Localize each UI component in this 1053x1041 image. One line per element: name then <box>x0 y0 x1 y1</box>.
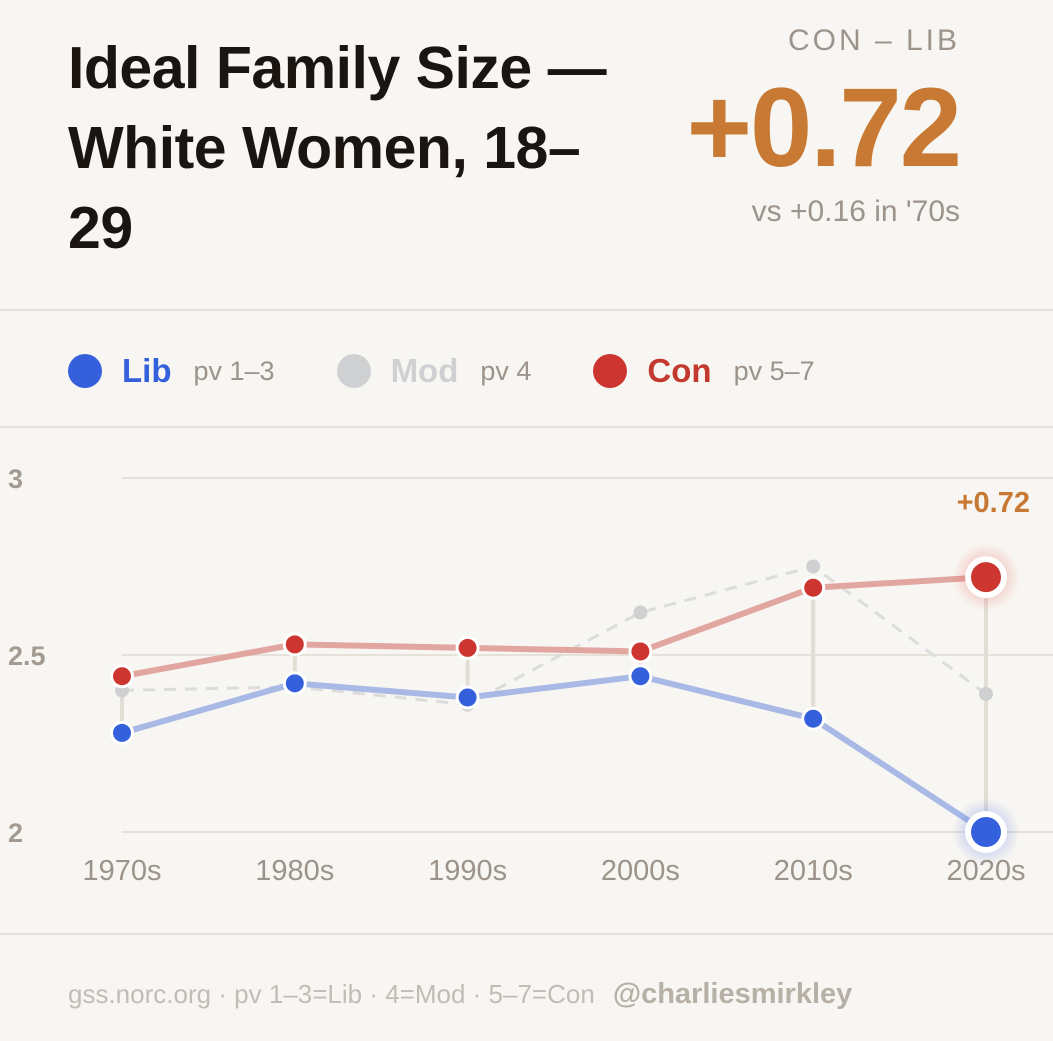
y-tick-label: 3 <box>8 464 23 494</box>
source-note: gss.norc.org · pv 1–3=Lib · 4=Mod · 5–7=… <box>68 979 595 1009</box>
series-point-lib <box>285 674 304 693</box>
legend-name-lib: Lib <box>122 352 172 389</box>
footer: gss.norc.org · pv 1–3=Lib · 4=Mod · 5–7=… <box>68 978 852 1011</box>
series-point-con <box>458 638 477 657</box>
series-point-con <box>804 578 823 597</box>
series-point-mod <box>979 686 993 701</box>
x-tick-label: 2000s <box>601 855 680 887</box>
series-point-mod <box>806 559 821 574</box>
legend-marker-lib <box>68 354 102 388</box>
divider-mid <box>0 426 1053 428</box>
series-point-con <box>113 667 131 686</box>
gap-comparison: vs +0.16 in '70s <box>751 195 960 228</box>
x-tick-label: 2020s <box>946 855 1025 887</box>
legend-sub-lib: pv 1–3 <box>193 355 275 386</box>
series-point-mod <box>633 605 648 620</box>
gap-label: CON – LIB <box>787 24 960 57</box>
legend-item-con: Con pv 5–7 <box>593 352 815 390</box>
x-tick-label: 1980s <box>255 855 334 887</box>
gap-value: +0.72 <box>686 65 962 190</box>
chart-title: Ideal Family Size — White Women, 18–29 <box>68 35 607 261</box>
series-point-lib <box>113 723 131 742</box>
y-tick-label: 2 <box>8 818 23 848</box>
gap-annotation: +0.72 <box>957 487 1030 519</box>
series-point-con <box>971 562 1001 593</box>
legend-marker-con <box>593 354 628 388</box>
series-point-lib <box>804 709 823 728</box>
legend-item-lib: Lib pv 1–3 <box>68 352 275 390</box>
legend-marker-mod <box>336 354 371 388</box>
series-point-lib <box>631 667 650 686</box>
x-tick-label: 1990s <box>428 855 507 887</box>
legend: Lib pv 1–3 Mod pv 4 Con pv 5–7 <box>68 346 877 396</box>
divider-bottom <box>0 933 1053 935</box>
series-point-con <box>285 635 304 654</box>
series-point-con <box>631 642 650 661</box>
legend-item-mod: Mod pv 4 <box>336 352 532 390</box>
series-point-lib <box>458 688 477 707</box>
legend-name-mod: Mod <box>390 352 459 389</box>
legend-sub-con: pv 5–7 <box>733 355 815 386</box>
legend-sub-mod: pv 4 <box>480 355 532 386</box>
y-tick-label: 2.5 <box>8 641 46 671</box>
x-tick-label: 1970s <box>82 855 161 887</box>
series-line-con <box>121 574 987 680</box>
author-handle: @charliesmirkley <box>612 978 853 1010</box>
divider-top <box>0 309 1053 311</box>
series-line-lib <box>121 673 988 835</box>
line-chart: 3 2.5 2 1970s 1980s 1990s 2000s 2010s 2020s +0.72 <box>8 464 1053 887</box>
x-tick-label: 2010s <box>774 855 853 887</box>
legend-name-con: Con <box>647 352 712 389</box>
series-point-lib <box>971 817 1001 847</box>
